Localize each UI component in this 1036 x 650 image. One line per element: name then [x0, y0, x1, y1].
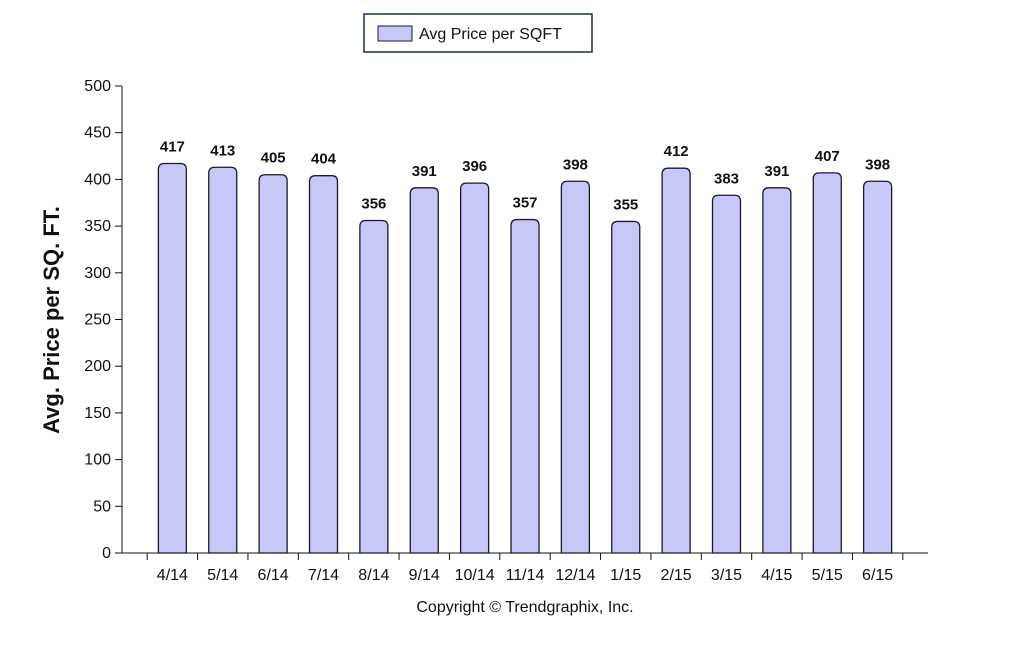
- bar: [661, 167, 691, 554]
- y-tick-label: 50: [93, 498, 111, 515]
- x-tick-label: 3/15: [711, 567, 742, 584]
- data-label: 357: [512, 195, 537, 212]
- data-label: 413: [210, 142, 235, 159]
- y-tick-label: 350: [84, 218, 111, 235]
- x-tick-label: 9/14: [409, 567, 440, 584]
- data-label: 407: [815, 148, 840, 165]
- x-tick-label: 5/14: [207, 567, 238, 584]
- x-tick-label: 7/14: [308, 567, 339, 584]
- data-label: 405: [261, 150, 286, 167]
- x-tick-label: 4/14: [157, 567, 188, 584]
- bar: [359, 219, 389, 554]
- bar: [157, 162, 188, 554]
- x-tick-label: 5/15: [812, 567, 843, 584]
- y-tick-label: 150: [84, 405, 111, 422]
- x-tick-label: 6/14: [258, 567, 289, 584]
- legend: Avg Price per SQFT: [363, 13, 593, 53]
- x-tick-label: 6/15: [862, 567, 893, 584]
- data-label: 398: [563, 156, 588, 173]
- data-label: 396: [462, 158, 487, 175]
- data-label: 383: [714, 170, 739, 187]
- bar: [208, 166, 238, 554]
- x-tick-label: 12/14: [555, 567, 595, 584]
- bar: [862, 180, 893, 554]
- bar: [560, 180, 591, 554]
- data-label: 398: [865, 156, 890, 173]
- x-axis: 4/14 5/14 6/14 7/14 8/14 9/14 10/14 11/14 12/14 1…: [122, 552, 928, 584]
- y-tick-label: 0: [102, 545, 111, 562]
- data-label: 391: [412, 163, 437, 180]
- bars: 417 413 405 404 356 391 396 357 398 355 412 383 391 4…: [157, 139, 893, 554]
- bar: [459, 182, 490, 554]
- bar: [812, 172, 842, 554]
- data-label: 355: [613, 196, 638, 213]
- bar: [308, 175, 339, 554]
- bar: [409, 187, 439, 554]
- x-tick-label: 4/15: [761, 567, 792, 584]
- legend-swatch: [377, 25, 413, 42]
- x-tick-label: 1/15: [610, 567, 641, 584]
- y-tick-label: 400: [84, 171, 111, 188]
- y-axis-label: Avg. Price per SQ. FT.: [39, 206, 64, 434]
- data-label: 356: [361, 195, 386, 212]
- bar: [510, 218, 540, 554]
- bar: [611, 220, 641, 554]
- y-tick-label: 200: [84, 358, 111, 375]
- y-tick-label: 250: [84, 312, 111, 329]
- x-tick-label: 8/14: [358, 567, 389, 584]
- data-label: 412: [664, 143, 689, 160]
- x-tick-label: 11/14: [506, 567, 545, 584]
- bar: [258, 174, 288, 554]
- copyright-text: Copyright © Trendgraphix, Inc.: [416, 599, 633, 616]
- y-tick-label: 300: [84, 265, 111, 282]
- x-tick-label: 10/14: [455, 567, 495, 584]
- legend-label: Avg Price per SQFT: [419, 26, 562, 43]
- bar: [762, 187, 792, 554]
- data-label: 404: [311, 151, 337, 168]
- bar: [711, 194, 742, 554]
- y-tick-label: 500: [84, 78, 111, 95]
- y-axis: 0 50 100 150 200 250 300 350 400 450 500: [84, 78, 123, 562]
- data-label: 391: [764, 163, 789, 180]
- y-tick-label: 100: [84, 452, 111, 469]
- x-tick-label: 2/15: [661, 567, 692, 584]
- y-tick-label: 450: [84, 125, 111, 142]
- data-label: 417: [160, 139, 185, 156]
